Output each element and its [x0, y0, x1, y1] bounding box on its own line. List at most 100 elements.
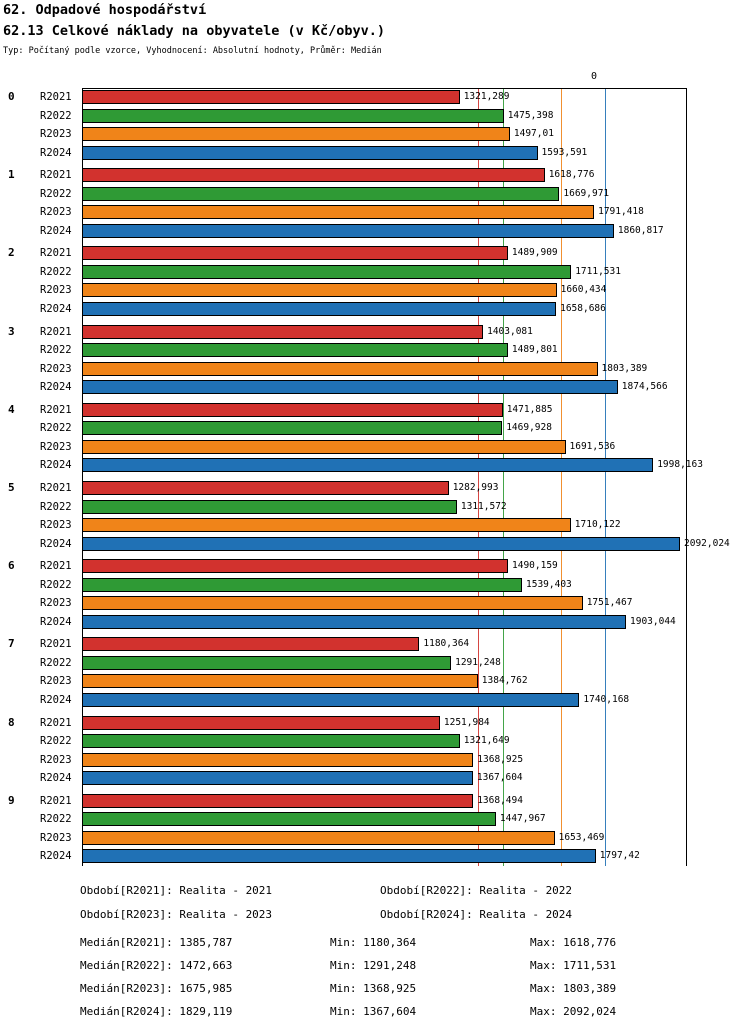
series-label-r2023-cat-9: R2023: [40, 831, 72, 844]
bar-r2023-cat-0: [82, 127, 510, 141]
bar-r2023-cat-2: [82, 283, 557, 298]
series-label-r2021-cat-9: R2021: [40, 794, 72, 807]
bar-r2024-cat-3: [82, 380, 618, 395]
value-label-r2024-cat-0: 1593,591: [541, 146, 588, 158]
value-label-r2022-cat-9: 1447,967: [499, 813, 546, 825]
legend-item-r2024: Období[R2024]: Realita - 2024: [380, 908, 573, 921]
stat-max-r2022: Max: 1711,531: [530, 959, 617, 972]
category-label-6: 6: [8, 559, 15, 573]
value-label-r2023-cat-6: 1751,467: [586, 597, 633, 609]
series-label-r2021-cat-2: R2021: [40, 247, 72, 260]
bar-r2024-cat-6: [82, 614, 626, 629]
value-label-r2022-cat-8: 1321,649: [463, 735, 510, 747]
value-label-r2023-cat-5: 1710,122: [574, 519, 621, 530]
value-label-r2022-cat-0: 1475,398: [507, 109, 554, 121]
stat-min-r2023: Min: 1368,925: [330, 982, 417, 995]
value-label-r2024-cat-5: 2092,024: [684, 537, 730, 549]
legend-item-r2022: Období[R2022]: Realita - 2022: [380, 884, 573, 897]
series-label-r2023-cat-8: R2023: [40, 753, 72, 766]
bar-r2023-cat-7: [82, 674, 478, 689]
series-label-r2021-cat-8: R2021: [40, 716, 72, 729]
bar-r2024-cat-4: [82, 458, 654, 473]
value-label-r2021-cat-1: 1618,776: [548, 169, 595, 181]
series-label-r2024-cat-3: R2024: [40, 381, 72, 394]
series-label-r2023-cat-3: R2023: [40, 362, 72, 375]
category-label-9: 9: [8, 793, 15, 807]
median-line-r2024: [604, 89, 606, 866]
series-label-r2023-cat-4: R2023: [40, 440, 72, 453]
bar-r2022-cat-6: [82, 577, 522, 592]
axis-line-left: [82, 88, 83, 866]
chart-subtitle: Typ: Počítaný podle vzorce, Vyhodnocení:…: [3, 46, 382, 56]
value-label-r2022-cat-3: 1489,801: [511, 344, 558, 356]
value-label-r2021-cat-4: 1471,885: [506, 403, 553, 415]
series-label-r2024-cat-2: R2024: [40, 302, 72, 315]
value-label-r2023-cat-9: 1653,469: [558, 831, 605, 843]
bar-r2022-cat-5: [82, 499, 457, 514]
value-label-r2021-cat-0: 1321,289: [463, 91, 510, 102]
value-label-r2023-cat-0: 1497,01: [513, 128, 554, 139]
bar-r2021-cat-7: [82, 637, 420, 652]
value-label-r2023-cat-8: 1368,925: [477, 753, 524, 765]
value-label-r2021-cat-3: 1403,081: [487, 325, 533, 337]
category-label-1: 1: [8, 168, 15, 182]
stat-median-r2024: Medián[R2024]: 1829,119: [80, 1005, 233, 1018]
bar-r2023-cat-3: [82, 361, 598, 376]
bar-r2023-cat-9: [82, 830, 555, 845]
value-label-r2022-cat-2: 1711,531: [575, 265, 621, 277]
bar-r2022-cat-7: [82, 655, 452, 670]
value-label-r2024-cat-7: 1740,168: [583, 693, 630, 705]
bar-r2024-cat-9: [82, 849, 596, 864]
stat-max-r2024: Max: 2092,024: [530, 1005, 617, 1018]
bar-r2021-cat-5: [82, 481, 449, 495]
stat-max-r2023: Max: 1803,389: [530, 982, 617, 995]
series-label-r2022-cat-1: R2022: [40, 187, 72, 200]
series-label-r2023-cat-5: R2023: [40, 519, 72, 531]
bar-r2021-cat-3: [82, 324, 484, 339]
bar-r2021-cat-9: [82, 793, 474, 808]
bar-r2023-cat-6: [82, 596, 583, 611]
bar-r2021-cat-8: [82, 715, 440, 730]
value-label-r2023-cat-2: 1660,434: [560, 284, 607, 296]
series-label-r2024-cat-7: R2024: [40, 693, 72, 706]
series-label-r2022-cat-5: R2022: [40, 500, 72, 513]
stat-median-r2022: Medián[R2022]: 1472,663: [80, 959, 233, 972]
bar-r2022-cat-2: [82, 264, 572, 279]
stat-min-r2022: Min: 1291,248: [330, 959, 417, 972]
bar-r2022-cat-9: [82, 812, 496, 827]
value-label-r2024-cat-1: 1860,817: [617, 224, 664, 236]
bar-r2023-cat-1: [82, 205, 595, 220]
series-label-r2024-cat-8: R2024: [40, 772, 72, 785]
bar-r2021-cat-6: [82, 559, 508, 574]
axis-line-top: [82, 88, 687, 89]
category-label-7: 7: [8, 637, 15, 651]
bar-r2022-cat-4: [82, 421, 503, 436]
value-label-r2021-cat-7: 1180,364: [423, 638, 470, 650]
stat-max-r2021: Max: 1618,776: [530, 936, 617, 949]
value-label-r2021-cat-5: 1282,993: [452, 482, 499, 493]
axis-line-right: [686, 88, 687, 866]
series-label-r2022-cat-6: R2022: [40, 578, 72, 591]
series-label-r2024-cat-0: R2024: [40, 146, 72, 159]
value-label-r2023-cat-3: 1803,389: [601, 362, 648, 374]
bar-r2024-cat-5: [82, 536, 680, 551]
value-label-r2022-cat-7: 1291,248: [455, 656, 501, 668]
stat-min-r2024: Min: 1367,604: [330, 1005, 417, 1018]
value-label-r2024-cat-6: 1903,044: [630, 615, 676, 627]
chart-title: 62.13 Celkové náklady na obyvatele (v Kč…: [3, 23, 386, 39]
category-label-2: 2: [8, 246, 15, 260]
series-label-r2021-cat-6: R2021: [40, 560, 72, 573]
value-label-r2023-cat-7: 1384,762: [481, 675, 528, 687]
bar-r2024-cat-0: [82, 145, 538, 160]
value-label-r2022-cat-1: 1669,971: [563, 187, 610, 199]
series-label-r2021-cat-1: R2021: [40, 169, 72, 182]
value-label-r2024-cat-4: 1998,163: [657, 459, 703, 471]
value-label-r2023-cat-1: 1791,418: [598, 206, 644, 218]
series-label-r2024-cat-4: R2024: [40, 459, 72, 472]
stat-median-r2023: Medián[R2023]: 1675,985: [80, 982, 233, 995]
value-label-r2022-cat-4: 1469,928: [506, 422, 552, 434]
value-label-r2021-cat-6: 1490,159: [512, 560, 558, 572]
legend-item-r2021: Období[R2021]: Realita - 2021: [80, 884, 273, 897]
series-label-r2022-cat-4: R2022: [40, 422, 72, 435]
